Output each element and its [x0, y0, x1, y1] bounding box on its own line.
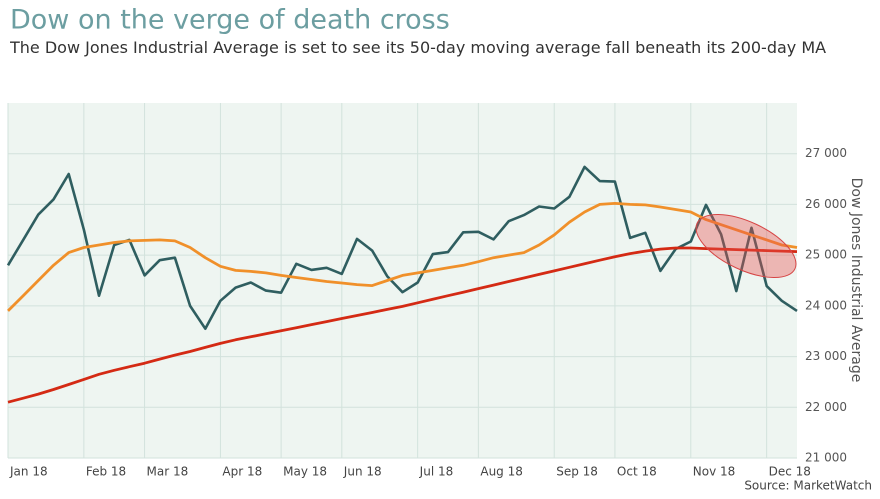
x-tick-label: Sep 18 — [556, 465, 598, 479]
chart-subtitle: The Dow Jones Industrial Average is set … — [10, 38, 827, 57]
x-tick-label: Jun 18 — [343, 465, 382, 479]
lines — [6, 165, 798, 404]
x-tick-label: Dec 18 — [769, 465, 811, 479]
x-tick-label: Aug 18 — [480, 465, 523, 479]
y-tick-label: 22 000 — [805, 400, 847, 414]
subtitle-box: The Dow Jones Industrial Average is set … — [10, 38, 827, 57]
x-tick-label: Jul 18 — [419, 465, 454, 479]
y-tick-label: 26 000 — [805, 197, 847, 211]
x-tick-label: Mar 18 — [147, 465, 189, 479]
series-line — [7, 246, 798, 404]
x-tick-label: Jan 18 — [9, 465, 48, 479]
x-tick-label: Nov 18 — [693, 465, 736, 479]
x-tick-label: Oct 18 — [617, 465, 657, 479]
y-tick-label: 25 000 — [805, 248, 847, 262]
y-tick-label: 23 000 — [805, 349, 847, 363]
highlight-ellipse — [695, 213, 797, 279]
series-line — [6, 165, 798, 330]
source: Source: MarketWatch — [744, 479, 872, 493]
labels: 21 000 22 000 23 000 24 000 25 000 26 000 27 0… — [9, 146, 847, 478]
x-tick-label: Apr 18 — [222, 465, 262, 479]
y-tick-label: 24 000 — [805, 298, 847, 312]
y-axis-label: Dow Jones Industrial Average — [848, 178, 864, 383]
series-line — [7, 202, 798, 312]
y-tick-label: 27 000 — [805, 146, 847, 160]
chart-title: Dow on the verge of death cross — [10, 5, 450, 36]
y-tick-label: 21 000 — [805, 451, 847, 465]
x-tick-label: May 18 — [283, 465, 327, 479]
plot-background — [8, 103, 797, 458]
x-tick-label: Feb 18 — [86, 465, 126, 479]
